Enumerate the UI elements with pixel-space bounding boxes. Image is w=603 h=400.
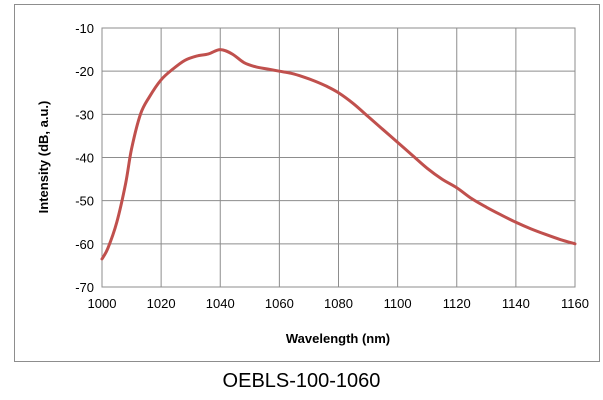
- y-tick-label: -60: [75, 237, 94, 252]
- x-tick-label: 1140: [502, 296, 530, 311]
- tick-labels: 1000 1020 1040 1060 1080 1100 1120 1140 1160 -10 -…: [75, 21, 589, 311]
- x-tick-label: 1020: [147, 296, 176, 311]
- figure-caption: OEBLS-100-1060: [222, 370, 381, 392]
- y-tick-label: -40: [75, 151, 94, 166]
- x-axis-title: Wavelength (nm): [286, 331, 390, 346]
- plot-area-border: [101, 27, 576, 288]
- y-tick-label: -70: [75, 280, 94, 295]
- y-tick-label: -30: [75, 107, 94, 122]
- x-tick-label: 1080: [324, 296, 353, 311]
- spectrum-line: [100, 48, 577, 261]
- x-tick-label: 1000: [88, 296, 117, 311]
- y-tick-label: -10: [75, 21, 94, 36]
- y-tick-label: -50: [75, 194, 94, 209]
- x-tick-label: 1100: [384, 296, 412, 311]
- y-tick-label: -20: [75, 64, 94, 79]
- x-tick-label: 1120: [443, 296, 471, 311]
- x-tick-label: 1160: [561, 296, 589, 311]
- x-tick-label: 1040: [206, 296, 235, 311]
- y-axis-title: Intensity (dB, a.u.): [36, 101, 51, 214]
- chart: 1000 1020 1040 1060 1080 1100 1120 1140 1160 -10 -…: [36, 21, 589, 346]
- series: [100, 48, 577, 261]
- x-tick-label: 1060: [265, 296, 294, 311]
